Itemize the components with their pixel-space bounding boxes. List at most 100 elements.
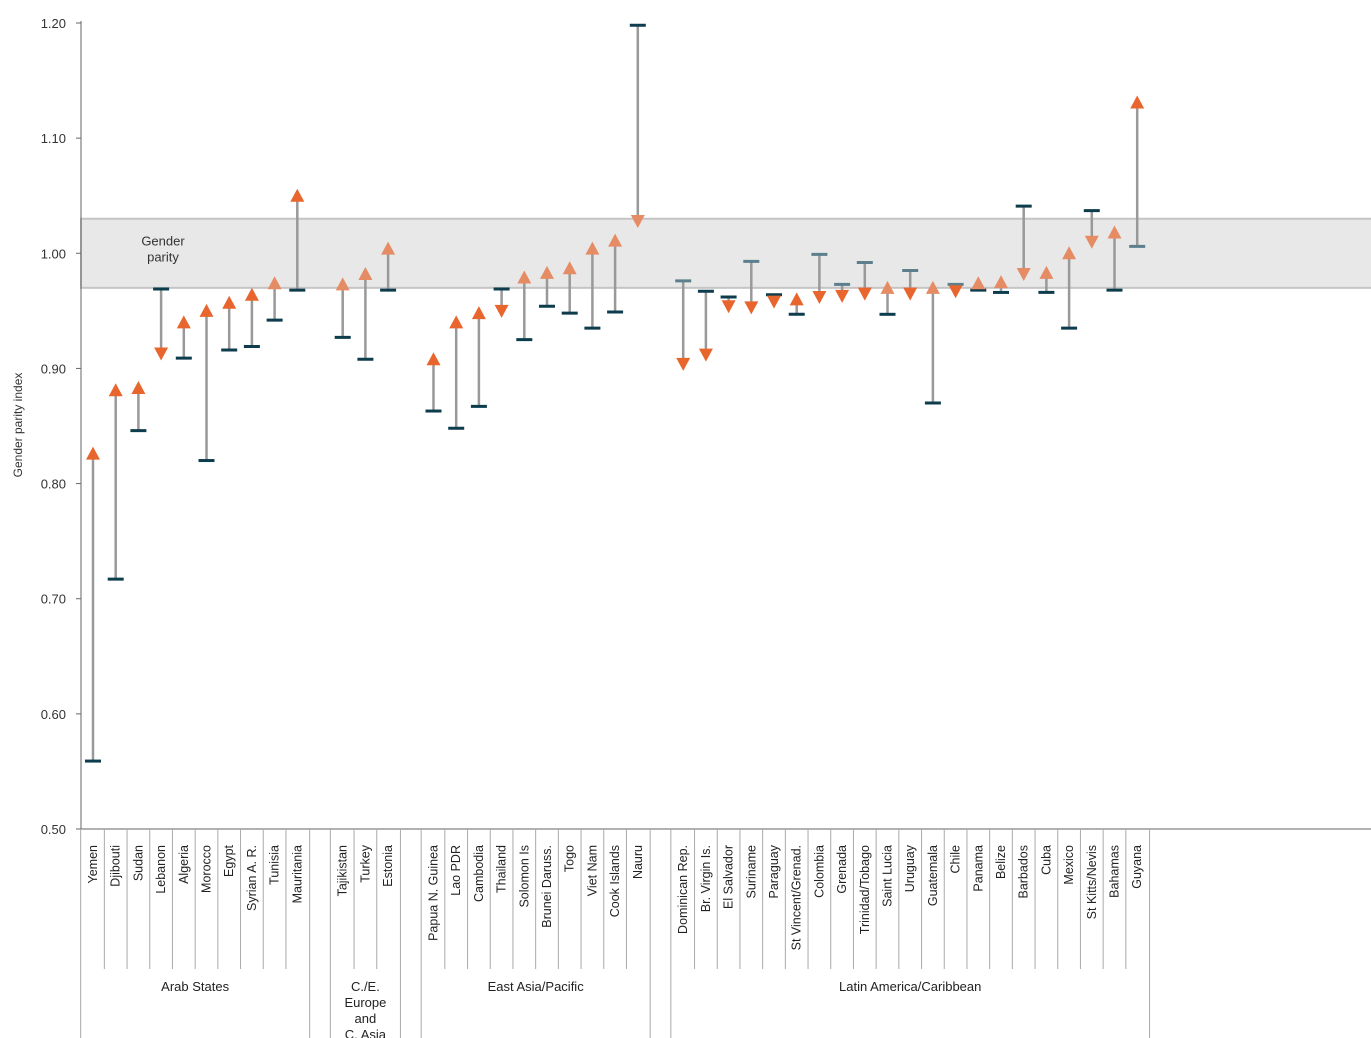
parity-band-label-line2: parity xyxy=(147,250,179,265)
country-paraguay xyxy=(766,293,782,309)
increase-arrow-marker xyxy=(1107,225,1122,239)
category-label: Paraguay xyxy=(767,844,781,898)
category-label: Algeria xyxy=(177,845,191,884)
category-label: Sudan xyxy=(131,845,145,881)
category-label: Tajikistan xyxy=(336,845,350,896)
category-label: Brunei Daruss. xyxy=(540,845,554,928)
category-label: Br. Virgin Is. xyxy=(699,845,713,912)
category-label: Papua N. Guinea xyxy=(427,845,441,941)
category-label: Tunisia xyxy=(268,845,282,885)
country-sudan xyxy=(130,381,147,433)
increase-arrow-marker xyxy=(426,352,441,366)
category-label: Syrian A. R. xyxy=(245,845,259,911)
country-bahamas xyxy=(1106,225,1123,292)
country-turkey xyxy=(357,267,374,361)
category-label: Lebanon xyxy=(154,845,168,894)
country-cambodia xyxy=(470,306,487,408)
category-label: Estonia xyxy=(381,845,395,887)
country-lao-pdr xyxy=(448,315,465,430)
category-label: Bahamas xyxy=(1108,845,1122,898)
country-saint-lucia xyxy=(879,280,896,316)
country-trinidad-tobago xyxy=(856,260,873,301)
decrease-arrow-marker xyxy=(767,295,781,309)
y-tick-label: 0.80 xyxy=(41,477,66,492)
decrease-arrow-marker xyxy=(835,289,850,303)
country-guatemala xyxy=(924,280,941,405)
category-label: Nauru xyxy=(631,845,645,879)
country-el-salvador xyxy=(720,295,737,314)
country-chile xyxy=(947,282,964,299)
category-label: Turkey xyxy=(358,844,372,882)
increase-arrow-marker xyxy=(540,265,554,279)
country-morocco xyxy=(198,303,215,463)
y-axis-title: Gender parity index xyxy=(11,373,25,478)
category-label: Cambodia xyxy=(472,845,486,902)
decrease-arrow-marker xyxy=(812,291,827,305)
country-nauru xyxy=(629,23,646,229)
increase-arrow-marker xyxy=(290,188,305,202)
increase-arrow-marker xyxy=(925,280,940,294)
category-label: Suriname xyxy=(744,845,758,899)
y-tick-label: 0.90 xyxy=(41,361,66,376)
country-barbados xyxy=(1015,204,1032,282)
country-papua-n-guinea xyxy=(425,352,442,413)
country-suriname xyxy=(743,259,760,315)
increase-arrow-marker xyxy=(108,383,123,397)
region-label-c-e-europe-and-c-asia: C./E. xyxy=(351,979,380,994)
country-tajikistan xyxy=(334,277,351,339)
decrease-arrow-marker xyxy=(1084,235,1099,249)
country-uruguay xyxy=(902,269,919,301)
category-label: Egypt xyxy=(222,844,236,876)
y-tick-label: 0.50 xyxy=(41,822,66,837)
category-label: Mexico xyxy=(1062,845,1076,885)
category-label: Solomon Is xyxy=(517,845,531,908)
category-label: Grenada xyxy=(835,845,849,894)
decrease-arrow-marker xyxy=(698,348,713,362)
region-label-c-e-europe-and-c-asia: Europe xyxy=(344,995,386,1010)
category-label: Cook Islands xyxy=(608,845,622,917)
category-label: Lao PDR xyxy=(449,845,463,896)
country-mauritania xyxy=(289,188,306,292)
region-label-c-e-europe-and-c-asia: and xyxy=(355,1011,377,1026)
country-viet-nam xyxy=(584,241,601,330)
country-dominican-rep xyxy=(675,279,692,371)
y-tick-label: 1.00 xyxy=(41,246,66,261)
country-panama xyxy=(970,276,987,292)
increase-arrow-marker xyxy=(449,315,464,329)
y-tick-label: 0.70 xyxy=(41,592,66,607)
category-label: Cuba xyxy=(1039,845,1053,875)
parity-band-label-line1: Gender xyxy=(141,234,185,249)
category-label: Djibouti xyxy=(109,845,123,887)
region-label-latin-america-caribbean: Latin America/Caribbean xyxy=(839,979,981,994)
category-label: Panama xyxy=(971,845,985,892)
country-cuba xyxy=(1038,265,1055,294)
decrease-arrow-marker xyxy=(948,285,963,299)
country-st-vincent-grenad xyxy=(788,292,805,316)
increase-arrow-marker xyxy=(517,270,532,284)
category-label: Guatemala xyxy=(926,845,940,906)
category-label: Uruguay xyxy=(903,844,917,892)
category-label: Thailand xyxy=(495,845,509,893)
increase-arrow-marker xyxy=(880,280,895,294)
data-marks xyxy=(85,23,1146,763)
country-st-kitts-nevis xyxy=(1083,209,1100,249)
category-label: Guyana xyxy=(1130,845,1144,889)
category-label: St Kitts/Nevis xyxy=(1085,845,1099,919)
decrease-arrow-marker xyxy=(676,357,691,371)
increase-arrow-marker xyxy=(994,275,1008,289)
increase-arrow-marker xyxy=(608,233,623,247)
increase-arrow-marker xyxy=(585,241,600,255)
category-label: Dominican Rep. xyxy=(676,845,690,934)
x-axis: Yemen Djibouti Sudan Lebanon Algeria Morocco E… xyxy=(80,828,1371,1038)
decrease-arrow-marker xyxy=(903,287,918,301)
increase-arrow-marker xyxy=(244,287,259,301)
country-guyana xyxy=(1129,95,1146,248)
category-label: Belize xyxy=(994,845,1008,879)
country-br-virgin-is xyxy=(697,289,714,362)
increase-arrow-marker xyxy=(471,306,486,320)
increase-arrow-marker xyxy=(335,277,350,291)
increase-arrow-marker xyxy=(267,276,282,290)
country-lebanon xyxy=(153,287,170,361)
country-grenada xyxy=(834,282,851,303)
decrease-arrow-marker xyxy=(154,347,169,361)
